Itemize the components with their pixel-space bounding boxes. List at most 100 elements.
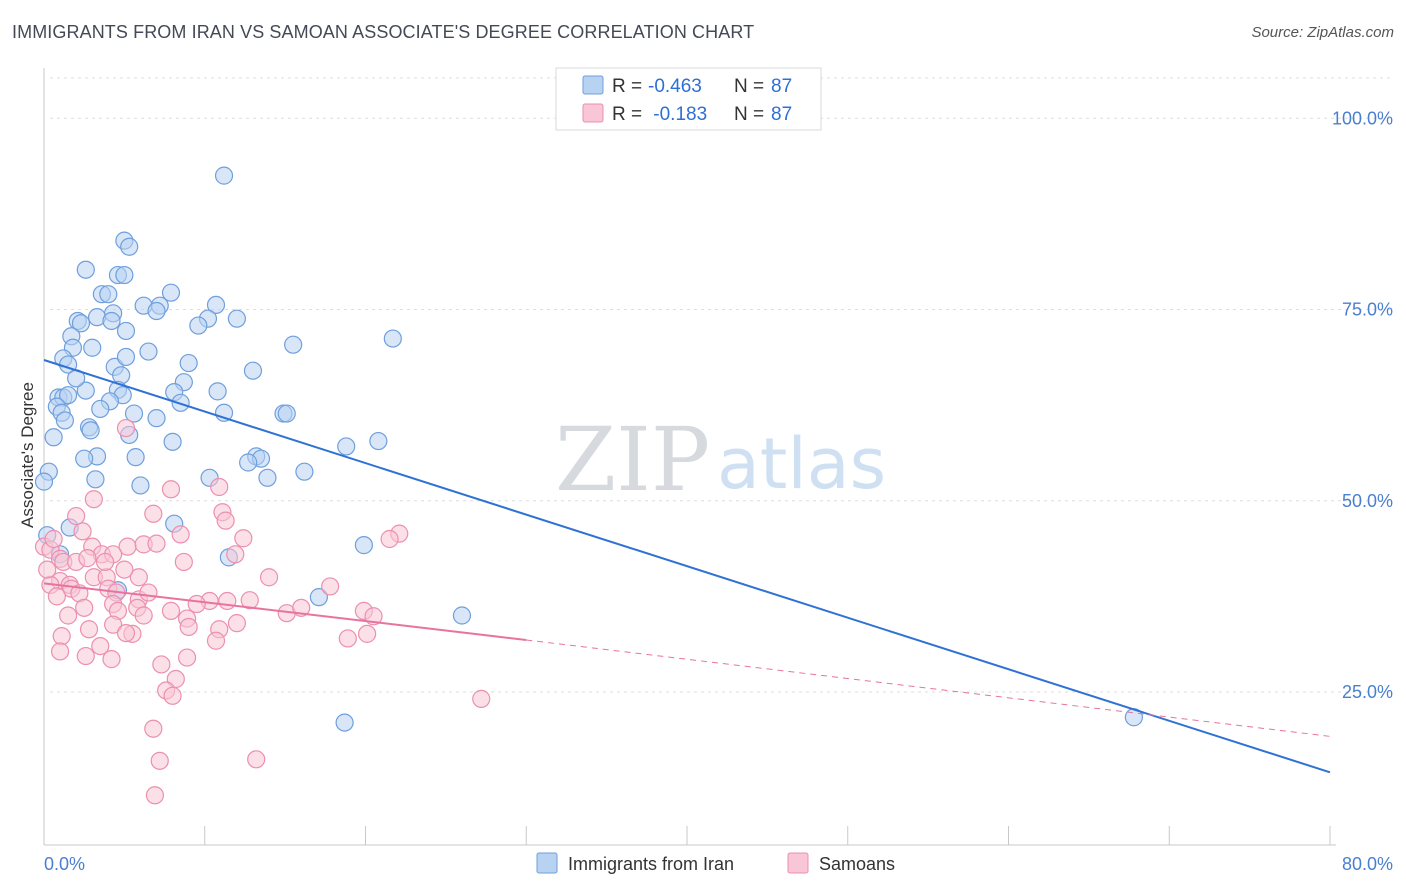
series-legend: Immigrants from Iran Samoans xyxy=(536,852,895,874)
data-point-iran xyxy=(91,399,110,419)
data-point-iran xyxy=(189,316,208,335)
data-point-iran xyxy=(83,338,102,357)
watermark-zip: ZIP xyxy=(555,408,710,511)
data-point-samoa xyxy=(216,511,235,530)
data-point-samoa xyxy=(115,560,134,579)
x-tick-label-max: 80.0% xyxy=(1342,854,1393,874)
data-point-samoa xyxy=(75,598,94,617)
data-point-samoa xyxy=(50,642,70,661)
data-point-iran xyxy=(44,428,63,447)
data-point-iran xyxy=(206,295,226,315)
data-point-iran xyxy=(335,713,354,732)
data-point-samoa xyxy=(206,631,226,650)
data-point-samoa xyxy=(240,591,259,610)
chart-title: IMMIGRANTS FROM IRAN VS SAMOAN ASSOCIATE… xyxy=(12,22,755,42)
data-point-iran xyxy=(71,314,91,333)
data-point-samoa xyxy=(129,568,148,587)
data-point-iran xyxy=(208,382,227,401)
data-point-samoa xyxy=(44,529,63,549)
data-point-samoa xyxy=(47,587,66,606)
series-legend-swatch-samoa xyxy=(787,852,809,874)
legend-n-label-samoa: N = xyxy=(734,104,764,125)
data-point-samoa xyxy=(139,583,158,602)
data-point-samoa xyxy=(364,607,383,626)
legend-n-label-iran: N = xyxy=(734,76,764,97)
data-point-samoa xyxy=(472,689,491,708)
data-point-iran xyxy=(309,588,328,607)
legend-n-value-samoa: 87 xyxy=(771,104,792,125)
data-point-iran xyxy=(452,606,472,625)
data-point-iran xyxy=(354,536,373,555)
data-point-iran xyxy=(99,285,118,304)
data-point-iran xyxy=(116,321,136,341)
series-legend-swatch-iran xyxy=(536,852,558,874)
data-point-iran xyxy=(120,237,139,256)
y-tick-label: 75.0% xyxy=(1342,300,1393,320)
data-point-iran xyxy=(124,404,144,423)
data-point-iran xyxy=(139,342,158,361)
data-point-iran xyxy=(76,260,95,279)
data-point-samoa xyxy=(247,750,266,769)
data-point-iran xyxy=(102,311,121,331)
data-point-samoa xyxy=(144,719,163,738)
data-point-iran xyxy=(284,335,303,354)
data-point-iran xyxy=(369,431,388,451)
data-point-samoa xyxy=(116,418,136,438)
watermark: ZIP atlas xyxy=(555,408,886,511)
data-point-samoa xyxy=(91,636,110,656)
data-point-samoa xyxy=(104,615,123,634)
data-point-samoa xyxy=(321,577,340,596)
data-point-samoa xyxy=(59,606,78,625)
trend-lines xyxy=(43,359,1331,774)
data-point-samoa xyxy=(145,786,165,805)
data-point-iran xyxy=(76,381,95,400)
data-point-samoa xyxy=(259,568,279,587)
data-point-samoa xyxy=(150,751,169,770)
trend-line-samoa xyxy=(43,582,527,641)
data-point-samoa xyxy=(134,606,153,625)
data-point-samoa xyxy=(234,529,253,548)
data-point-samoa xyxy=(38,560,57,579)
series-legend-label-samoa: Samoans xyxy=(819,854,895,874)
data-point-iran xyxy=(34,472,54,491)
data-point-iran xyxy=(161,283,181,302)
data-point-iran xyxy=(86,470,105,489)
data-point-iran xyxy=(239,453,258,472)
data-point-samoa xyxy=(147,534,166,553)
data-point-iran xyxy=(75,449,94,468)
data-point-iran xyxy=(163,432,182,451)
legend-swatch-samoa xyxy=(582,103,604,123)
data-point-samoa xyxy=(84,490,103,509)
data-point-iran xyxy=(337,437,356,456)
trend-line-samoa-extension xyxy=(526,639,1331,737)
x-tick-label-min: 0.0% xyxy=(44,854,85,874)
data-point-iran xyxy=(227,309,246,328)
y-tick-label: 25.0% xyxy=(1342,682,1393,702)
y-tick-labels: 25.0% 50.0% 75.0% 100.0% xyxy=(1332,108,1393,702)
y-axis-title: Associate's Degree xyxy=(18,382,37,528)
source-label: Source: ZipAtlas.com xyxy=(1251,24,1394,41)
data-point-iran xyxy=(81,421,100,440)
x-tick-marks xyxy=(204,826,1331,845)
data-point-samoa xyxy=(78,549,97,568)
legend-n-value-iran: 87 xyxy=(771,76,792,97)
data-point-samoa xyxy=(95,552,115,572)
data-point-iran xyxy=(147,409,166,428)
axes xyxy=(43,68,1336,846)
data-point-samoa xyxy=(102,650,121,669)
data-point-samoa xyxy=(210,477,229,497)
data-point-samoa xyxy=(218,591,237,611)
data-point-samoa xyxy=(338,629,357,648)
legend-swatch-iran xyxy=(582,75,604,95)
data-point-samoa xyxy=(163,686,182,705)
data-point-samoa xyxy=(358,624,377,643)
data-point-iran xyxy=(243,361,263,380)
data-point-samoa xyxy=(171,525,190,544)
legend-r-value-samoa: -0.183 xyxy=(648,104,707,125)
data-point-iran xyxy=(131,476,150,495)
data-point-iran xyxy=(179,353,198,373)
data-point-samoa xyxy=(226,545,245,564)
data-point-iran xyxy=(126,448,145,467)
data-point-samoa xyxy=(76,646,95,666)
